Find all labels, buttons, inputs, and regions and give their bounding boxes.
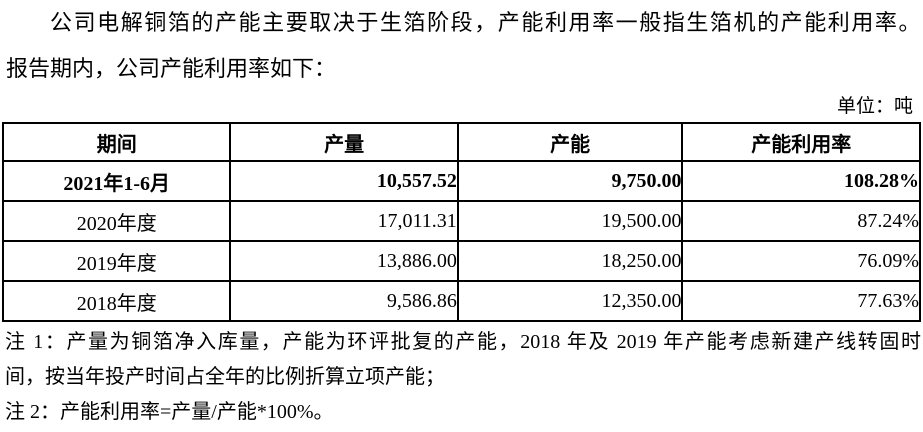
capacity-cell: 12,350.00 (456, 280, 684, 322)
capacity-cell: 19,500.00 (456, 200, 684, 242)
period-cell: 2020年度 (1, 200, 232, 242)
header-period: 期间 (1, 122, 232, 162)
intro-paragraph-line-1: 公司电解铜箔的产能主要取决于生箔阶段，产能利用率一般指生箔机的产能利用率。 (50, 10, 921, 35)
table-row: 2021年1-6月 10,557.52 9,750.00 108.28% (1, 160, 921, 202)
footnote-1-line-1: 注 1：产量为铜箔净入库量，产能为环评批复的产能，2018 年及 2019 年产… (5, 331, 921, 353)
production-cell: 9,586.86 (229, 280, 459, 322)
table-row: 2018年度 9,586.86 12,350.00 77.63% (1, 280, 921, 322)
utilization-cell: 76.09% (681, 240, 921, 282)
footnote-1-line-2: 间，按当年投产时间占全年的比例折算立项产能； (5, 366, 445, 388)
table-row: 2020年度 17,011.31 19,500.00 87.24% (1, 200, 921, 242)
table-header-row: 期间 产量 产能 产能利用率 (1, 122, 921, 162)
header-production: 产量 (229, 122, 459, 162)
table-row: 2019年度 13,886.00 18,250.00 76.09% (1, 240, 921, 282)
unit-label: 单位：吨 (836, 96, 913, 117)
footnote-2: 注 2：产能利用率=产量/产能*100%。 (5, 401, 334, 423)
header-utilization: 产能利用率 (681, 122, 921, 162)
capacity-cell: 18,250.00 (456, 240, 684, 282)
capacity-utilization-table: 期间 产量 产能 产能利用率 2021年1-6月 10,557.52 9,750… (1, 122, 921, 322)
utilization-cell: 77.63% (681, 280, 921, 322)
period-cell: 2018年度 (1, 280, 232, 322)
production-cell: 17,011.31 (229, 200, 459, 242)
period-cell: 2021年1-6月 (1, 160, 232, 202)
utilization-cell: 108.28% (681, 160, 921, 202)
header-capacity: 产能 (456, 122, 684, 162)
period-cell: 2019年度 (1, 240, 232, 282)
utilization-cell: 87.24% (681, 200, 921, 242)
footnotes: 注 1：产量为铜箔净入库量，产能为环评批复的产能，2018 年及 2019 年产… (5, 325, 921, 430)
capacity-cell: 9,750.00 (456, 160, 684, 202)
intro-paragraph-line-2: 报告期内，公司产能利用率如下： (6, 56, 337, 81)
production-cell: 13,886.00 (229, 240, 459, 282)
production-cell: 10,557.52 (229, 160, 459, 202)
intro-paragraph: 公司电解铜箔的产能主要取决于生箔阶段，产能利用率一般指生箔机的产能利用率。 报告… (6, 0, 921, 92)
